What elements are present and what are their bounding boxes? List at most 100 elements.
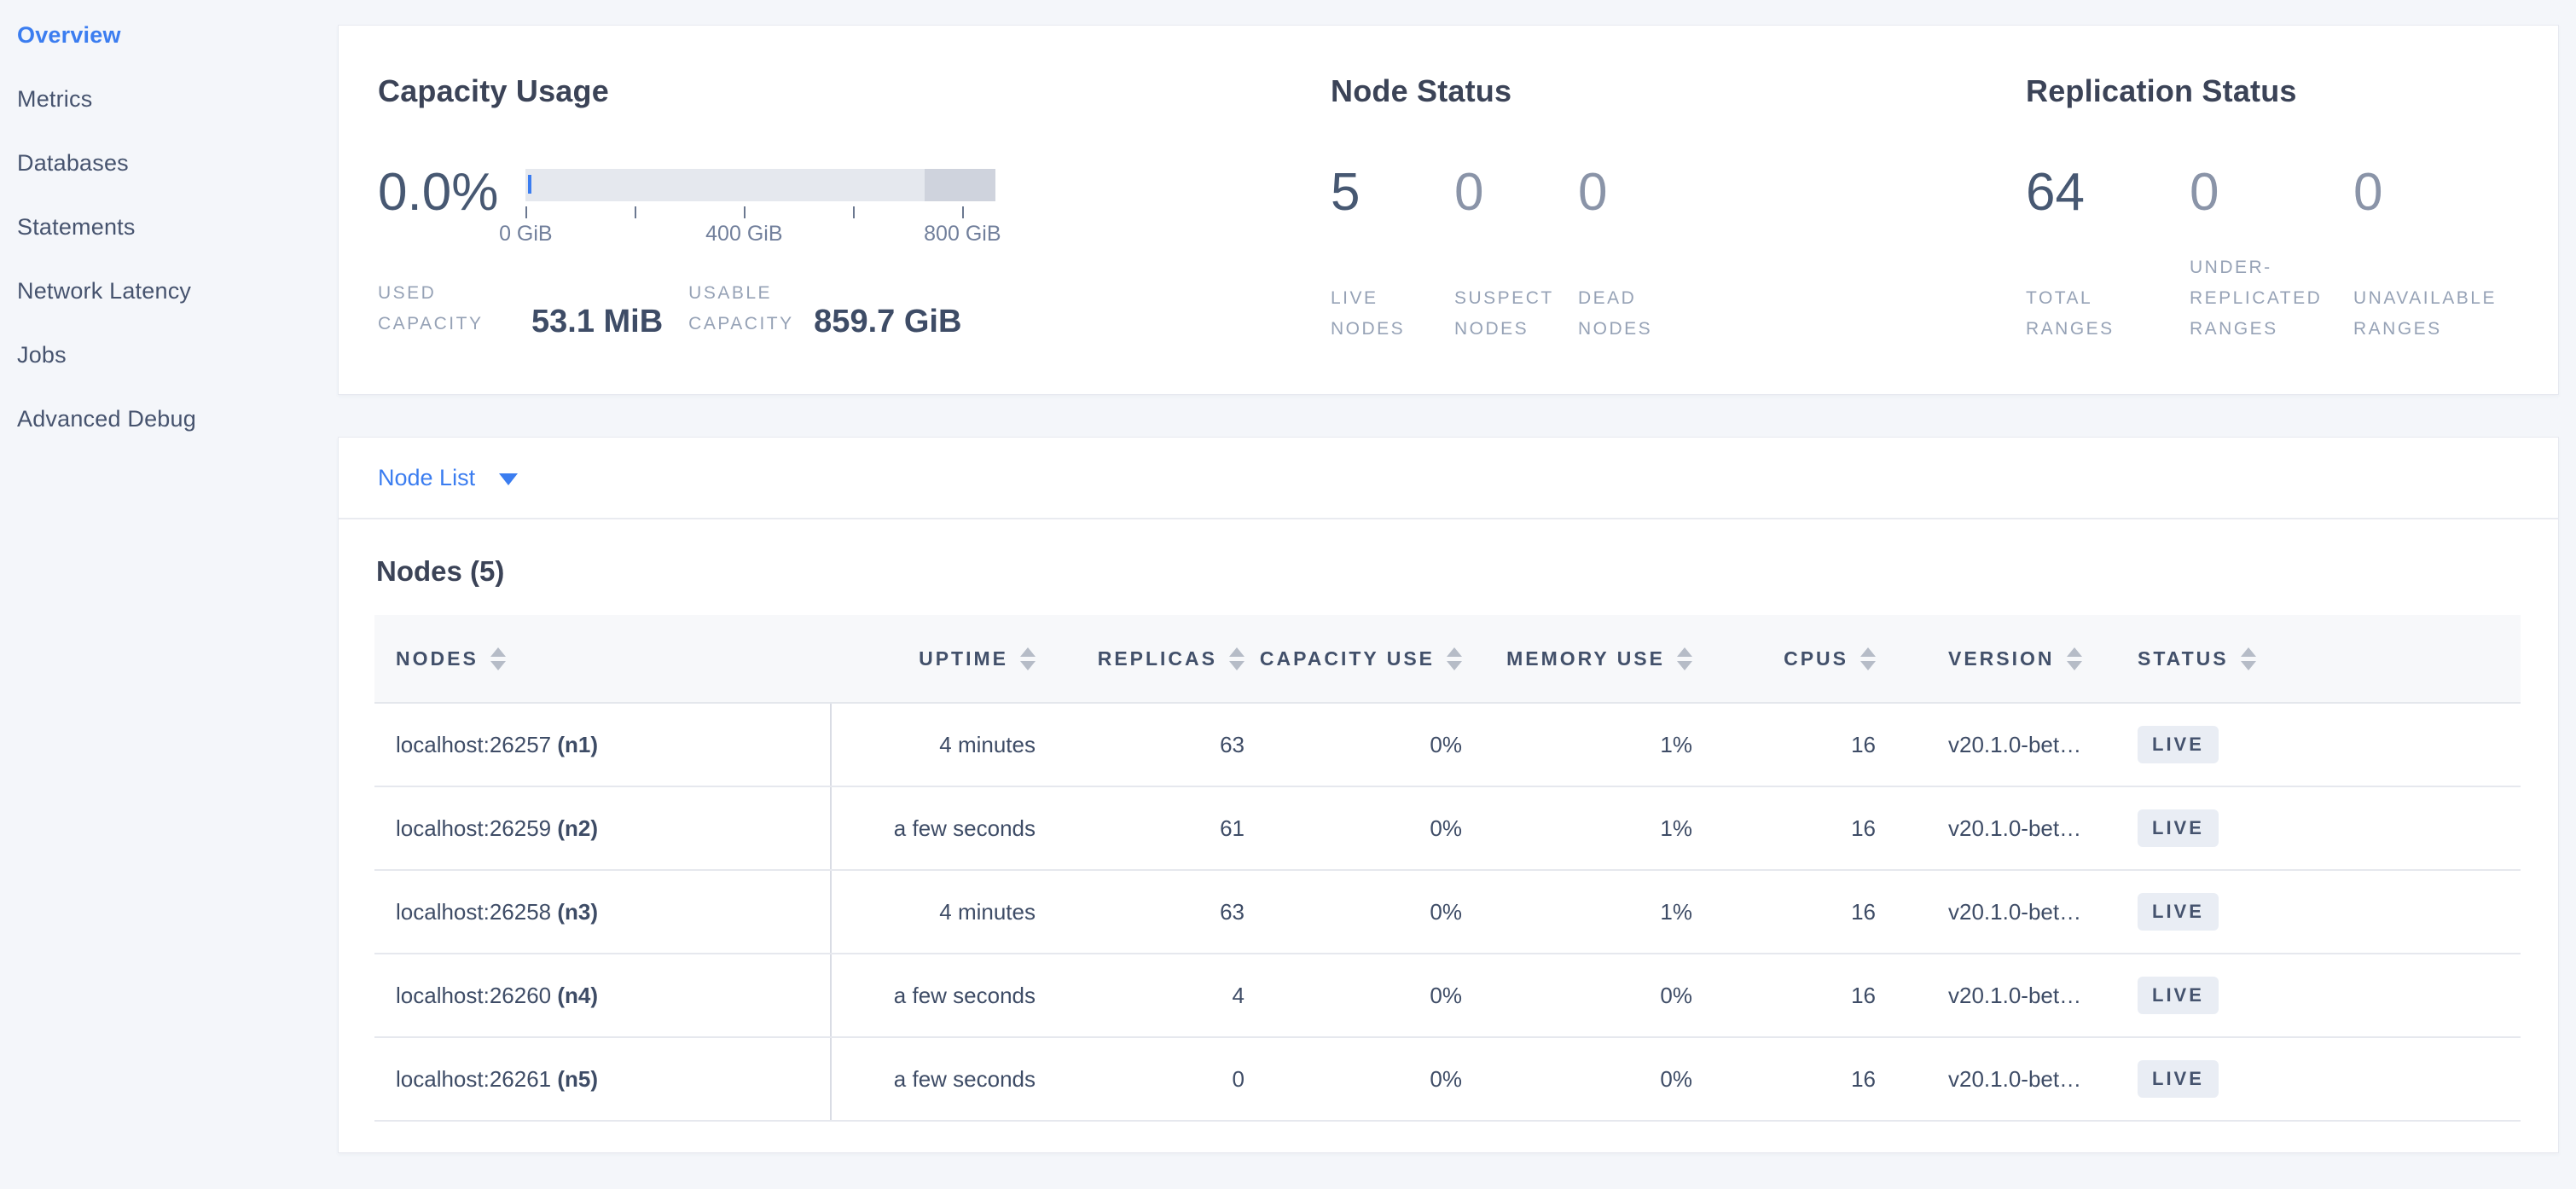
node-capacity_use-cell: 0%: [1244, 954, 1462, 1038]
sidebar-item-jobs[interactable]: Jobs: [17, 342, 67, 368]
node-status-stats: 5 LIVE NODES 0 SUSPECT NODES 0 DEAD NODES: [1331, 160, 2026, 345]
sort-arrows-icon: [1447, 647, 1462, 670]
axis-tick: [962, 206, 965, 218]
column-header-cpus[interactable]: CPUS: [1692, 615, 1876, 704]
axis-tick-label: 400 GiB: [705, 222, 783, 246]
stat-label: UNDER-REPLICATED RANGES: [2190, 258, 2323, 339]
node-replicas-cell: 4: [1036, 954, 1244, 1038]
node-address[interactable]: localhost:26260 (n4): [396, 982, 599, 1008]
main-content: Capacity Usage 0.0% 0 GiB 400 GiB 800 GiB …: [338, 0, 2576, 1189]
axis-tick: [744, 206, 746, 218]
node-address[interactable]: localhost:26259 (n2): [396, 815, 599, 841]
node-address[interactable]: localhost:26261 (n5): [396, 1065, 599, 1092]
node-version-cell: v20.1.0-bet…: [1876, 954, 2089, 1038]
column-header-uptime[interactable]: UPTIME: [831, 615, 1036, 704]
status-badge: LIVE: [2138, 726, 2219, 763]
node-status-cell: LIVE: [2089, 703, 2521, 787]
stat-value: 64: [2026, 163, 2085, 222]
stat-value: 0: [1454, 163, 1484, 222]
node-capacity_use-cell: 0%: [1244, 1037, 1462, 1122]
sort-arrows-icon: [1229, 647, 1244, 670]
capacity-usage-title: Capacity Usage: [378, 73, 609, 108]
column-header-capacity_use[interactable]: CAPACITY USE: [1244, 615, 1462, 704]
node-cpus-cell: 16: [1692, 786, 1876, 871]
node-address-cell: localhost:26257 (n1): [374, 703, 832, 787]
chevron-down-icon: [499, 473, 519, 485]
column-header-replicas[interactable]: REPLICAS: [1036, 615, 1244, 704]
sort-arrows-icon: [2066, 647, 2082, 670]
node-address-cell: localhost:26260 (n4): [374, 954, 832, 1038]
column-header-status[interactable]: STATUS: [2089, 615, 2521, 704]
replication-status-stats: 64 TOTAL RANGES 0 UNDER-REPLICATED RANGES 0 U…: [2026, 160, 2519, 345]
sidebar-item-advanced-debug[interactable]: Advanced Debug: [17, 406, 196, 432]
axis-tick-label: 800 GiB: [924, 222, 1001, 246]
node-replicas-cell: 63: [1036, 703, 1244, 787]
node-version-cell: v20.1.0-bet…: [1876, 786, 2089, 871]
usable-capacity-label: USABLE CAPACITY: [688, 283, 794, 334]
sidebar-item-statements[interactable]: Statements: [17, 214, 136, 240]
column-header-version[interactable]: VERSION: [1876, 615, 2089, 704]
stat-total-ranges: 64 TOTAL RANGES: [2026, 160, 2190, 345]
node-version-cell: v20.1.0-bet…: [1876, 870, 2089, 954]
column-header-label: CPUS: [1784, 647, 1848, 670]
column-header-memory_use[interactable]: MEMORY USE: [1462, 615, 1692, 704]
node-capacity_use-cell: 0%: [1244, 786, 1462, 871]
node-row-n5[interactable]: localhost:26261 (n5) a few seconds 0 0% 0% 16…: [374, 1037, 2521, 1122]
capacity-bar: [525, 169, 996, 201]
node-cpus-cell: 16: [1692, 703, 1876, 787]
node-id: (n1): [557, 731, 599, 757]
stat-label: TOTAL RANGES: [2026, 288, 2115, 339]
sidebar-item-databases[interactable]: Databases: [17, 150, 129, 176]
status-badge: LIVE: [2138, 977, 2219, 1014]
node-row-n1[interactable]: localhost:26257 (n1) 4 minutes 63 0% 1% 16 v20…: [374, 703, 2521, 787]
node-capacity_use-cell: 0%: [1244, 870, 1462, 954]
replication-status-title: Replication Status: [2026, 73, 2297, 108]
stat-label: UNAVAILABLE RANGES: [2353, 288, 2497, 339]
node-uptime-cell: 4 minutes: [831, 703, 1036, 787]
capacity-usage-section: Capacity Usage 0.0% 0 GiB 400 GiB 800 GiB …: [378, 72, 1331, 394]
sidebar-item-metrics[interactable]: Metrics: [17, 86, 93, 112]
node-memory_use-cell: 0%: [1462, 1037, 1692, 1122]
node-address[interactable]: localhost:26257 (n1): [396, 731, 599, 757]
node-status-cell: LIVE: [2089, 1037, 2521, 1122]
nodes-table: NODES UPTIME REPLICAS CAPACITY USE MEMORY US…: [374, 615, 2521, 1122]
capacity-axis-labels: 0 GiB 400 GiB 800 GiB: [499, 222, 1001, 249]
node-address[interactable]: localhost:26258 (n3): [396, 898, 599, 925]
column-header-label: UPTIME: [919, 647, 1008, 670]
column-header-label: CAPACITY USE: [1259, 647, 1435, 670]
sidebar: Overview Metrics Databases Statements Networ…: [0, 0, 338, 1189]
sort-arrows-icon: [1860, 647, 1876, 670]
stat-unavailable-ranges: 0 UNAVAILABLE RANGES: [2353, 160, 2517, 345]
sort-arrows-icon: [490, 647, 506, 670]
node-row-n3[interactable]: localhost:26258 (n3) 4 minutes 63 0% 1% 16 v20…: [374, 870, 2521, 954]
node-id: (n4): [557, 982, 599, 1008]
used-capacity-label: USED CAPACITY: [378, 283, 484, 334]
node-list-dropdown[interactable]: Node List: [378, 465, 519, 491]
sort-arrows-icon: [1677, 647, 1692, 670]
node-memory_use-cell: 0%: [1462, 954, 1692, 1038]
sidebar-item-network-latency[interactable]: Network Latency: [17, 278, 192, 304]
stat-value: 5: [1331, 163, 1361, 222]
node-version-cell: v20.1.0-bet…: [1876, 703, 2089, 787]
node-uptime-cell: a few seconds: [831, 1037, 1036, 1122]
node-cpus-cell: 16: [1692, 954, 1876, 1038]
node-address-cell: localhost:26261 (n5): [374, 1037, 832, 1122]
sidebar-item-overview[interactable]: Overview: [17, 22, 121, 48]
node-row-n2[interactable]: localhost:26259 (n2) a few seconds 61 0% 1% 1…: [374, 786, 2521, 871]
column-header-nodes[interactable]: NODES: [374, 615, 831, 704]
node-version-cell: v20.1.0-bet…: [1876, 1037, 2089, 1122]
node-address-cell: localhost:26259 (n2): [374, 786, 832, 871]
stat-label: SUSPECT NODES: [1454, 288, 1554, 339]
axis-tick: [635, 206, 637, 218]
node-cpus-cell: 16: [1692, 870, 1876, 954]
node-uptime-cell: a few seconds: [831, 954, 1036, 1038]
nodes-table-header-row: NODES UPTIME REPLICAS CAPACITY USE MEMORY US…: [374, 615, 2521, 704]
nodes-heading: Nodes (5): [376, 555, 505, 587]
stat-value: 0: [1578, 163, 1608, 222]
status-badge: LIVE: [2138, 893, 2219, 931]
node-uptime-cell: a few seconds: [831, 786, 1036, 871]
column-header-label: STATUS: [2138, 647, 2229, 670]
node-row-n4[interactable]: localhost:26260 (n4) a few seconds 4 0% 0% 16…: [374, 954, 2521, 1038]
column-header-label: NODES: [396, 647, 479, 670]
node-capacity_use-cell: 0%: [1244, 703, 1462, 787]
